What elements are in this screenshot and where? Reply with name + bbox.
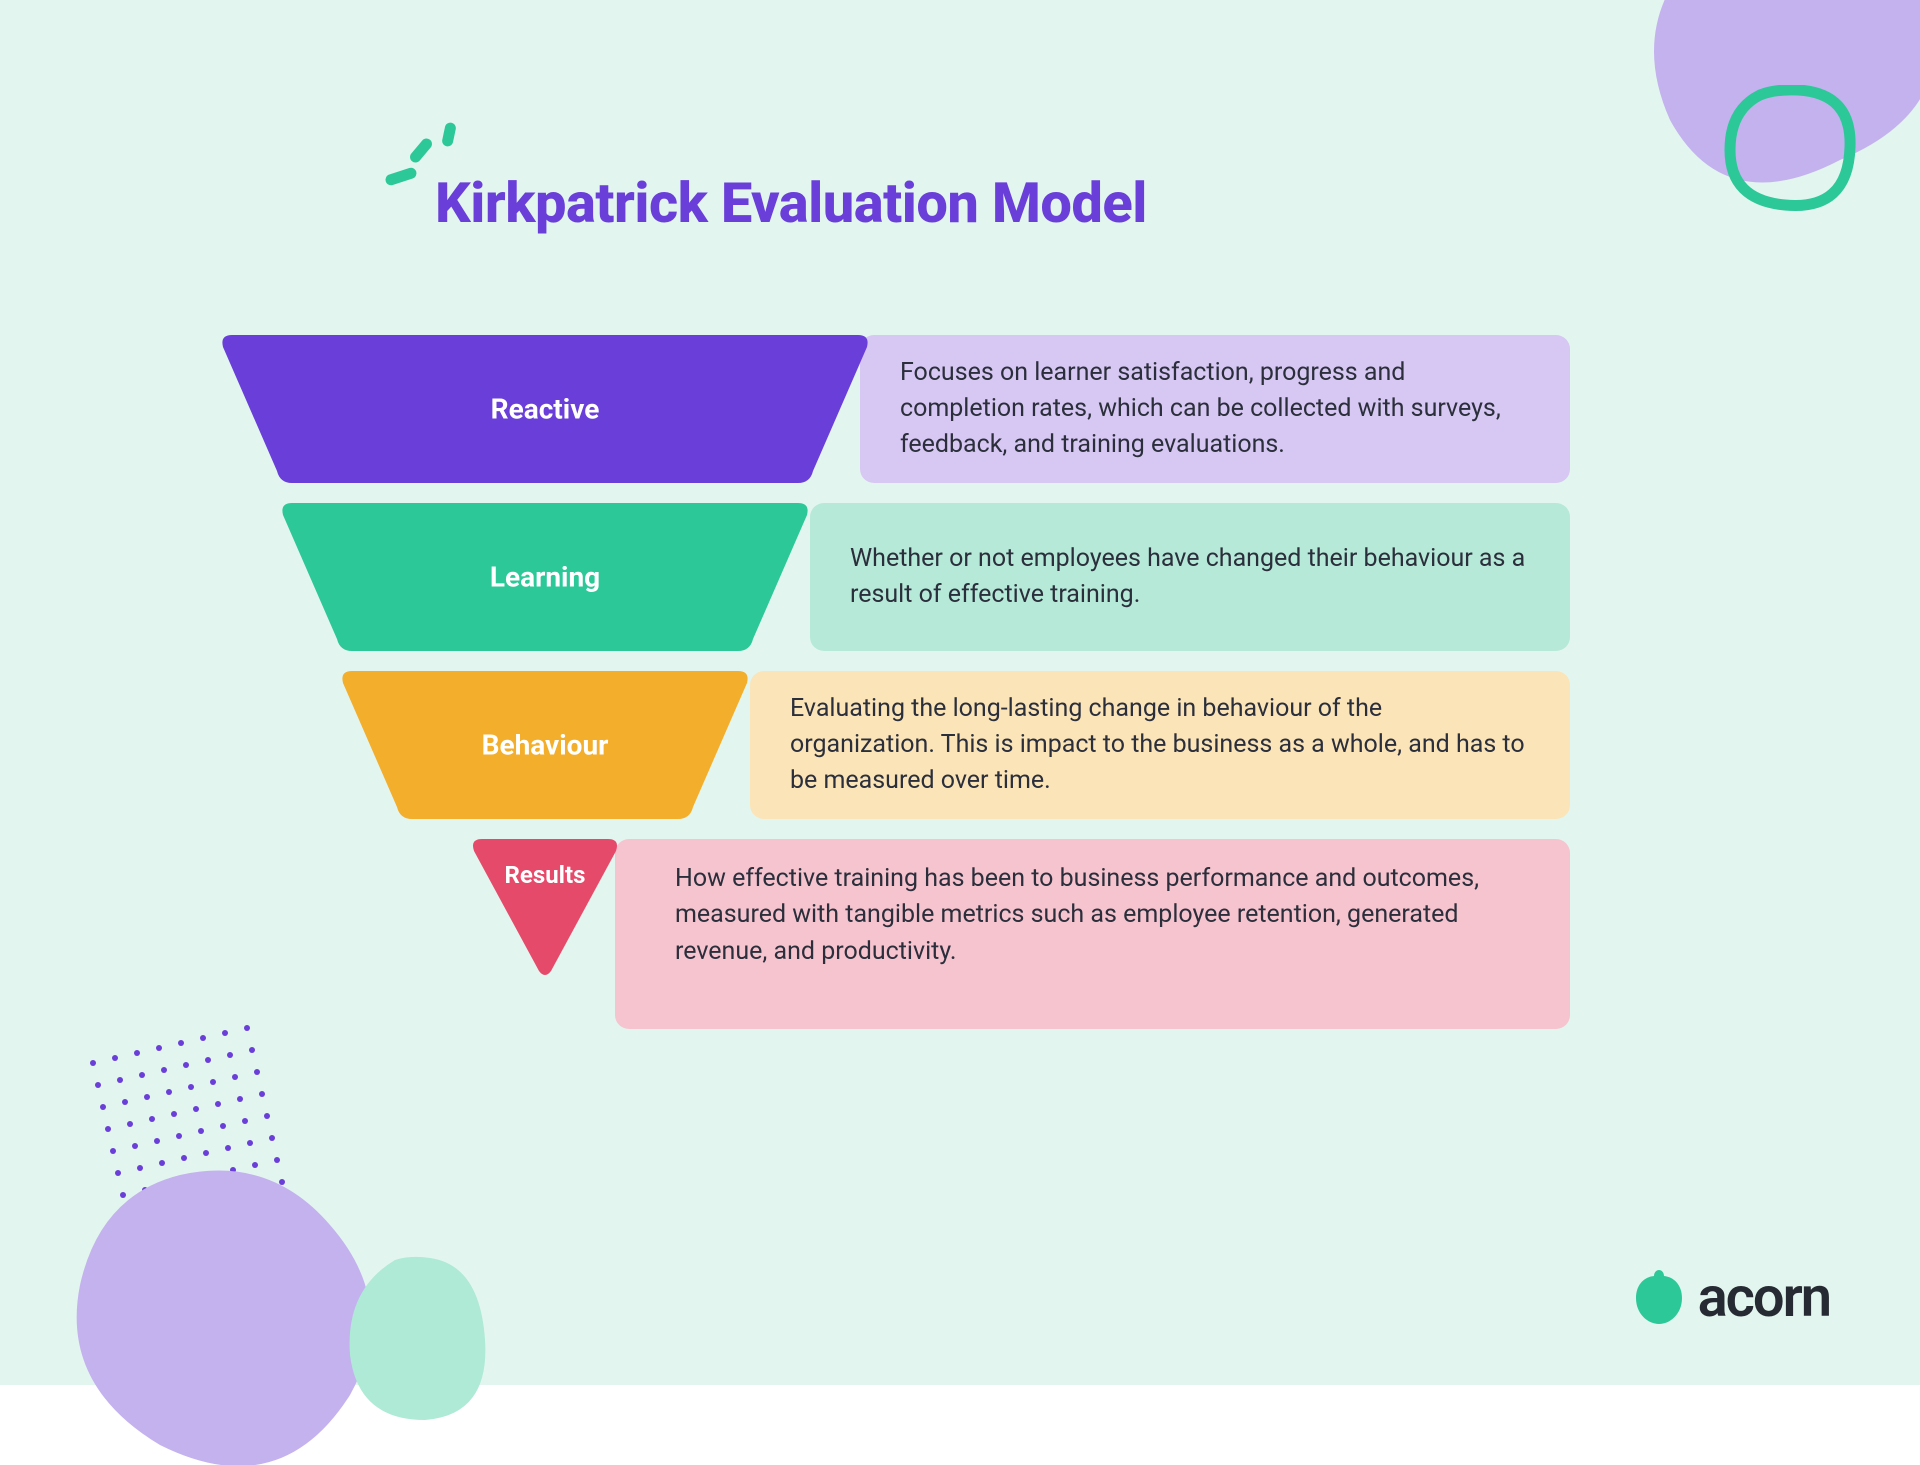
funnel-level-3: Evaluating the long-lasting change in be… bbox=[220, 671, 1570, 819]
level-description-text: Whether or not employees have changed th… bbox=[850, 541, 1532, 614]
level-description: Evaluating the long-lasting change in be… bbox=[750, 671, 1570, 819]
level-description: Whether or not employees have changed th… bbox=[810, 503, 1570, 651]
funnel-level-4: How effective training has been to busin… bbox=[220, 839, 1570, 1029]
level-description: How effective training has been to busin… bbox=[615, 839, 1570, 1029]
funnel-level-2: Whether or not employees have changed th… bbox=[220, 503, 1570, 651]
funnel-level-1: Focuses on learner satisfaction, progres… bbox=[220, 335, 1570, 483]
acorn-icon bbox=[1632, 1268, 1686, 1326]
level-label: Reactive bbox=[220, 393, 870, 426]
level-description: Focuses on learner satisfaction, progres… bbox=[860, 335, 1570, 483]
brand-logo: acorn bbox=[1632, 1264, 1830, 1330]
level-label: Learning bbox=[280, 561, 810, 594]
bottom-left-small-blob bbox=[340, 1255, 490, 1425]
bottom-left-blob bbox=[60, 1165, 380, 1465]
level-label: Results bbox=[470, 861, 620, 889]
brand-name: acorn bbox=[1698, 1264, 1830, 1330]
top-right-ring bbox=[1720, 85, 1860, 215]
level-description-text: Focuses on learner satisfaction, progres… bbox=[900, 355, 1532, 464]
funnel-diagram: Focuses on learner satisfaction, progres… bbox=[220, 335, 1570, 1029]
level-label: Behaviour bbox=[340, 729, 750, 762]
page-title: Kirkpatrick Evaluation Model bbox=[435, 170, 1147, 236]
funnel-shape bbox=[470, 839, 620, 979]
level-description-text: Evaluating the long-lasting change in be… bbox=[790, 691, 1532, 800]
level-description-text: How effective training has been to busin… bbox=[675, 861, 1532, 970]
